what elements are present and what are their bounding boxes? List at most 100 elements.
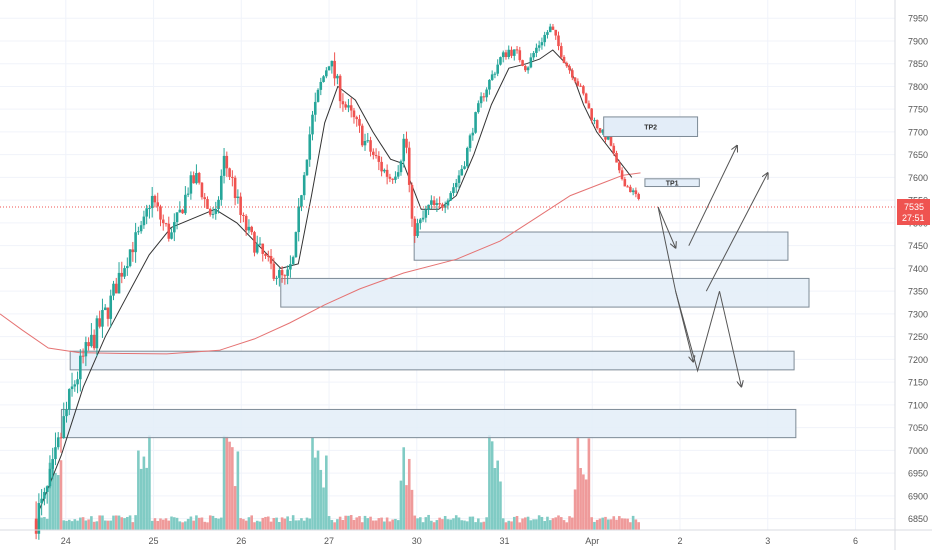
volume-bar [532,519,535,530]
volume-bar [410,489,414,530]
volume-bar [233,486,237,530]
candle-countdown: 27:51 [902,213,925,223]
candle-body [131,249,135,253]
volume-bar [170,516,173,530]
volume-bar [336,519,339,530]
ma-long-line [0,172,641,355]
support-zones[interactable] [60,231,810,439]
candle-body [336,75,339,79]
candle-body [200,182,204,198]
volume-bar [573,489,577,530]
volume-bar [515,516,519,530]
volume-bar [164,518,168,530]
candle-body [620,170,624,180]
price-axis[interactable]: 6850 6900 6950 7000 7050 7100 7150 7200 7250 7300… [894,0,928,550]
projection-arrows[interactable] [657,146,768,387]
candle-body [114,283,118,294]
volume-bar [443,516,447,530]
candle-body [84,342,88,357]
candle-body [507,49,511,58]
volume-bar [380,517,383,530]
candle-body [496,64,499,74]
candle-body [405,138,408,148]
candle-body [319,81,323,90]
volume-bar [493,467,497,530]
price-tick-label: 7700 [908,127,928,137]
volume-bar [253,522,256,530]
volume-bar [261,517,265,530]
candle-body [98,318,101,327]
candle-body [280,270,284,276]
volume-bar [529,520,533,530]
volume-bar [512,516,516,530]
volume-bar [219,517,223,530]
volume-bar [568,516,571,530]
candle-body [477,103,480,113]
volume-bar [477,518,480,530]
candle-body [590,108,593,121]
candle-body [37,503,41,534]
candle-body [170,232,173,239]
volume-bar [418,517,422,530]
volume-bar [225,436,229,530]
candle-body [261,243,265,254]
volume-bar [537,515,541,530]
candle-body [637,194,640,199]
candle-body [377,156,381,162]
price-tick-label: 7350 [908,287,928,297]
candle-body [322,76,325,82]
candle-body [349,105,353,111]
price-tick-label: 7600 [908,173,928,183]
candle-body [34,518,38,534]
candle-body [189,175,193,194]
grid [0,0,895,530]
candle-body [358,119,361,126]
volume-bar [579,468,582,530]
candle-body [54,447,57,460]
volume-bar [438,517,441,530]
volume-bar [441,519,444,530]
volume-bar [637,522,640,530]
candle-body [363,141,367,146]
candle-body [123,268,126,277]
candle-body [214,208,218,214]
candle-body [308,134,312,160]
candle-body [67,389,71,410]
volume-bar [526,516,530,530]
candle-body [225,155,229,169]
time-tick-label: 25 [149,536,159,546]
candle-body [518,50,522,61]
candle-body [161,219,165,224]
candle-body [128,249,132,267]
candle-body [120,272,124,277]
candle-body [526,67,530,71]
volume-bar [311,436,314,530]
candle-body [383,169,386,172]
candle-body [595,120,599,129]
volume-bar [297,520,300,530]
candle-body [338,75,342,102]
volume-bar [427,514,430,530]
volume-bar [355,517,359,530]
candle-body [90,334,93,347]
price-tick-label: 7200 [908,355,928,365]
target-labels[interactable]: TP2 TP1 [603,116,700,188]
candle-body [106,307,110,319]
volume-bar [316,450,320,530]
volume-bar [463,520,466,530]
volume-bar [388,521,392,530]
candle-body [562,56,566,63]
candle-body [372,151,375,155]
volume-bar [338,516,342,530]
candle-body [399,161,403,173]
support-zone [280,277,810,308]
candle-body [510,49,513,56]
candle-body [438,203,441,205]
candle-body [126,266,129,269]
time-axis[interactable]: 24 25 26 27 30 31 Apr 2 3 6 [0,529,932,546]
volume-bar [474,522,477,530]
candle-body [206,199,209,209]
candle-body [59,437,63,439]
